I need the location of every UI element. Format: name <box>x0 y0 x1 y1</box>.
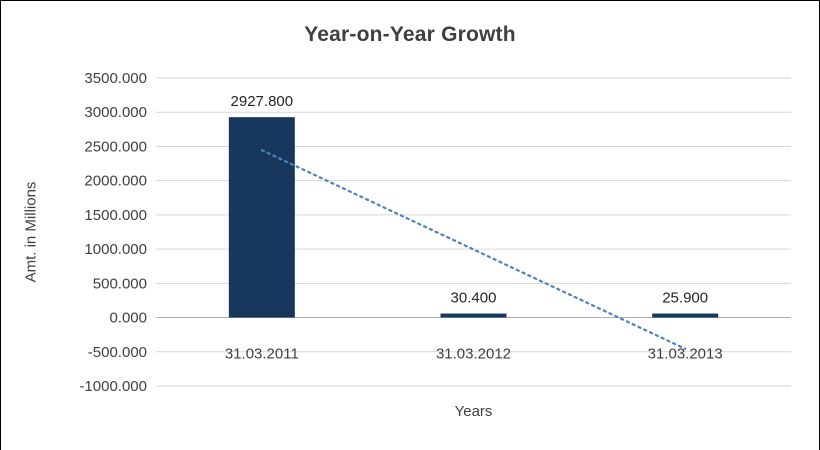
y-tick-label: -1000.000 <box>79 378 147 395</box>
bar <box>228 117 295 318</box>
trendline <box>260 149 687 350</box>
y-tick-label: 2500.000 <box>84 138 147 155</box>
x-category-label: 31.03.2011 <box>225 346 299 363</box>
x-axis-title: Years <box>454 403 493 420</box>
bar <box>440 313 507 318</box>
y-axis-title: Amt. in Millions <box>22 181 40 283</box>
y-tick-label: 3000.000 <box>84 104 147 121</box>
y-tick-label: 1000.000 <box>84 241 147 258</box>
bar-data-label: 2927.800 <box>231 93 294 110</box>
y-tick-label: 3500.000 <box>84 70 147 87</box>
y-tick-label: 1500.000 <box>84 207 147 224</box>
bar-data-label: 25.900 <box>662 290 708 307</box>
bar <box>652 313 719 318</box>
x-category-label: 31.03.2012 <box>436 346 511 363</box>
y-tick-label: 500.000 <box>93 275 147 292</box>
y-tick-label: 2000.000 <box>84 173 147 190</box>
chart-title: Year-on-Year Growth <box>304 23 516 46</box>
y-tick-label: 0.000 <box>109 310 147 327</box>
x-category-label: 31.03.2013 <box>648 346 723 363</box>
y-tick-label: -500.000 <box>88 344 147 361</box>
bar-data-label: 30.400 <box>451 290 497 307</box>
